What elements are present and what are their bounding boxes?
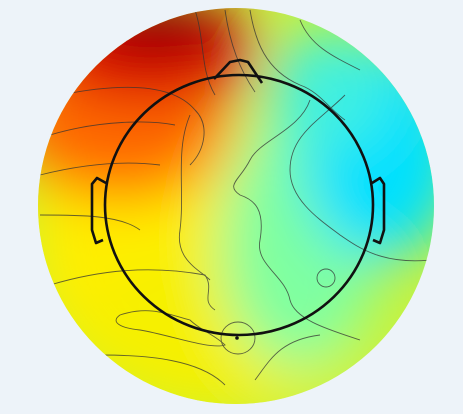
contour-line xyxy=(194,9,216,96)
contour-line xyxy=(299,19,361,71)
contour-line xyxy=(233,99,361,341)
left-ear xyxy=(90,176,107,245)
contour-line xyxy=(220,321,256,355)
contour-line xyxy=(254,334,321,381)
nose xyxy=(213,58,264,84)
contour-line xyxy=(115,310,226,347)
heatmap-blob-teal xyxy=(270,30,390,150)
head-outline xyxy=(103,73,375,337)
contour-line xyxy=(224,9,256,93)
contour-line xyxy=(39,214,141,231)
contour-line xyxy=(59,86,205,166)
contour-line xyxy=(49,269,216,311)
head-outline-group xyxy=(90,58,386,337)
right-ear xyxy=(371,176,386,245)
contour-line xyxy=(39,162,161,176)
contour-line xyxy=(249,9,346,121)
contour-line xyxy=(289,94,431,262)
contour-line xyxy=(316,268,336,288)
contour-line xyxy=(49,121,176,136)
contour-lines xyxy=(39,9,431,386)
contour-line xyxy=(99,354,226,386)
sensor-marker xyxy=(235,336,239,340)
contour-line xyxy=(178,114,211,281)
